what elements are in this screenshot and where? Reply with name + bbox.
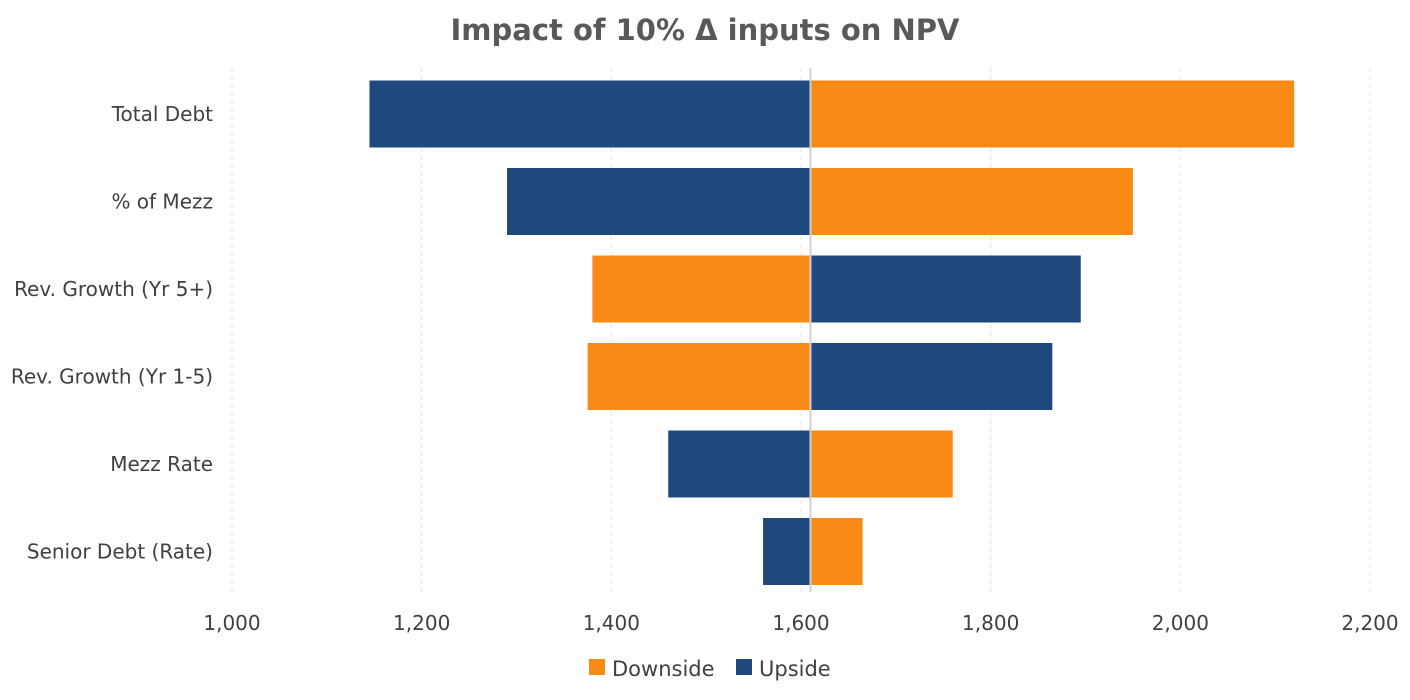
bars (369, 80, 1295, 585)
legend: Downside Upside (589, 657, 831, 681)
legend-swatch-upside (736, 659, 752, 675)
bar-downside-4 (810, 430, 953, 498)
bar-downside-3 (587, 343, 811, 410)
bar-upside-3 (810, 343, 1053, 410)
bar-downside-5 (810, 518, 863, 585)
bar-downside-1 (810, 168, 1133, 235)
category-label-3: Rev. Growth (Yr 1-5) (11, 365, 213, 389)
x-tick-label-2: 1,400 (583, 611, 640, 635)
bar-upside-1 (507, 168, 811, 235)
bar-upside-5 (763, 518, 811, 585)
legend-label-upside: Upside (759, 657, 831, 681)
x-tick-label-1: 1,200 (393, 611, 450, 635)
x-tick-label-0: 1,000 (203, 611, 260, 635)
bar-downside-2 (592, 255, 811, 323)
category-labels: Total Debt % of Mezz Rev. Growth (Yr 5+) Re… (11, 102, 213, 564)
category-label-1: % of Mezz (111, 190, 213, 214)
category-label-5: Senior Debt (Rate) (27, 540, 213, 564)
x-tick-label-5: 2,000 (1152, 611, 1209, 635)
legend-swatch-downside (589, 659, 605, 675)
category-label-0: Total Debt (111, 102, 213, 126)
bar-upside-0 (369, 80, 811, 148)
x-tick-label-4: 1,800 (962, 611, 1019, 635)
chart-title: Impact of 10% Δ inputs on NPV (450, 13, 960, 47)
category-label-2: Rev. Growth (Yr 5+) (14, 277, 213, 301)
bar-upside-2 (810, 255, 1081, 323)
x-tick-label-6: 2,200 (1341, 611, 1398, 635)
legend-label-downside: Downside (612, 657, 715, 681)
x-axis-tick-labels: 1,000 1,200 1,400 1,600 1,800 2,000 2,200 (203, 611, 1398, 635)
bar-downside-0 (810, 80, 1295, 148)
category-label-4: Mezz Rate (110, 452, 213, 476)
bar-upside-4 (668, 430, 811, 498)
x-tick-label-3: 1,600 (772, 611, 829, 635)
